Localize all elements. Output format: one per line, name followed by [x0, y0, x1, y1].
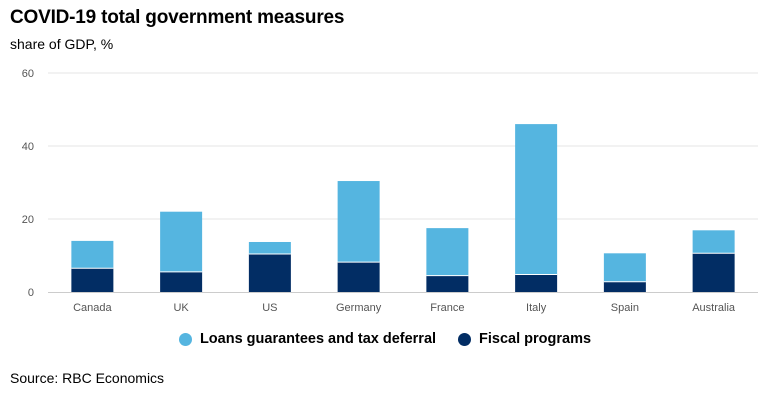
source-note: Source: RBC Economics — [10, 370, 165, 386]
stacked-bar-chart: 0 20 40 60 Canada UK US Germany France Italy Spain… — [22, 68, 758, 314]
bar-loans-spain — [603, 253, 646, 282]
bar-fiscal-us — [248, 254, 291, 292]
y-tick-label: 40 — [22, 141, 34, 153]
bar-fiscal-france — [426, 275, 469, 292]
bar-fiscal-canada — [71, 268, 114, 292]
x-tick-label: Italy — [526, 302, 547, 314]
legend-item-fiscal[interactable]: Fiscal programs — [458, 331, 591, 347]
x-tick-label: Canada — [73, 302, 112, 314]
legend-label-fiscal: Fiscal programs — [479, 331, 592, 347]
x-tick-label: Australia — [692, 302, 736, 314]
bar-fiscal-australia — [692, 253, 735, 292]
bar-fiscal-uk — [160, 271, 203, 292]
chart-subtitle: share of GDP, % — [10, 36, 114, 52]
y-tick-label: 20 — [22, 214, 34, 226]
legend-label-loans: Loans guarantees and tax deferral — [199, 331, 437, 347]
y-tick-label: 60 — [22, 68, 34, 80]
bar-loans-france — [426, 228, 469, 276]
legend-item-loans[interactable]: Loans guarantees and tax deferral — [178, 331, 437, 347]
y-tick-label: 0 — [28, 287, 34, 299]
legend-swatch-fiscal — [458, 332, 472, 346]
x-tick-label: Germany — [336, 302, 382, 314]
bar-fiscal-italy — [515, 274, 558, 292]
bar-loans-us — [248, 241, 291, 255]
bar-loans-germany — [337, 181, 380, 263]
bar-fiscal-germany — [337, 262, 380, 292]
bar-loans-canada — [71, 240, 114, 269]
chart-title: COVID-19 total government measures — [10, 7, 345, 28]
legend-swatch-loans — [178, 332, 192, 346]
x-tick-label: Spain — [611, 302, 639, 314]
x-tick-label: US — [262, 302, 277, 314]
bar-loans-italy — [515, 124, 558, 275]
x-tick-label: UK — [173, 302, 189, 314]
bar-loans-australia — [692, 230, 735, 254]
bar-fiscal-spain — [603, 281, 646, 292]
x-tick-label: France — [430, 302, 464, 314]
chart-legend: Loans guarantees and tax deferral Fiscal… — [0, 331, 770, 347]
bar-loans-uk — [160, 211, 203, 272]
